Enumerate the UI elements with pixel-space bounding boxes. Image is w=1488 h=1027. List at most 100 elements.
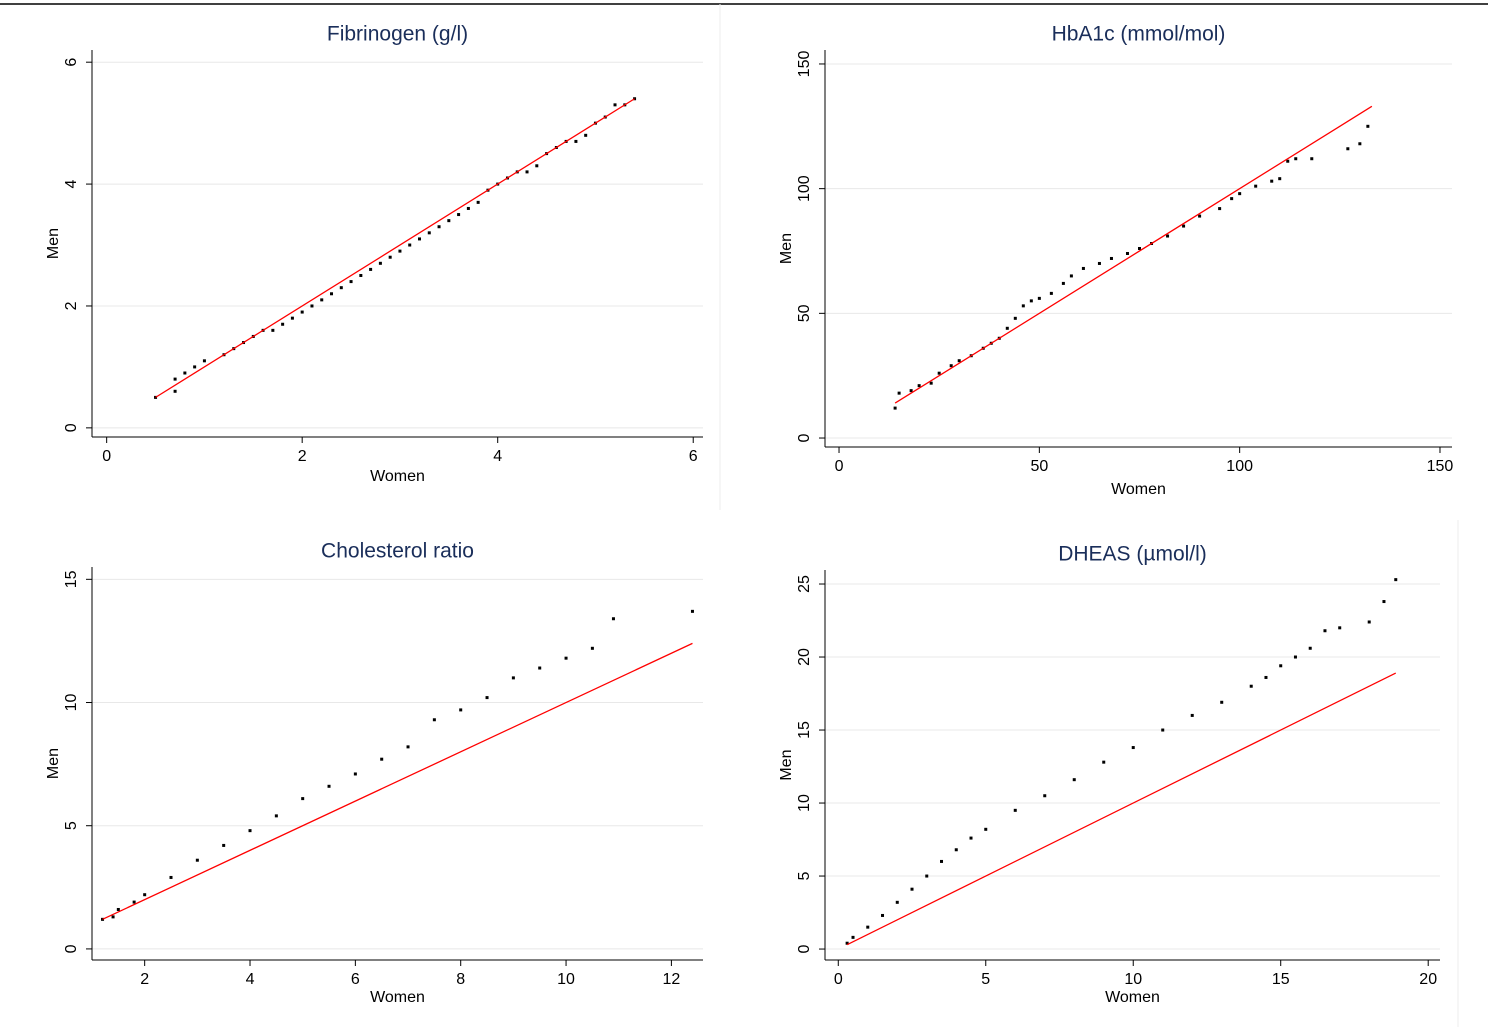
y-tick-label: 15 [796, 721, 813, 739]
point [893, 406, 897, 410]
point [1220, 700, 1224, 704]
x-tick-label: 4 [246, 971, 255, 988]
point [380, 757, 384, 761]
point [1323, 629, 1327, 633]
point [866, 925, 870, 929]
x-axis-label: Women [1111, 481, 1166, 498]
point [1097, 261, 1101, 265]
point [611, 617, 615, 621]
y-tick-label: 150 [796, 51, 813, 78]
point [143, 893, 147, 897]
point [1286, 159, 1290, 163]
point [1138, 247, 1142, 250]
x-tick-label: 0 [834, 971, 843, 988]
point [895, 900, 899, 904]
point [195, 858, 199, 862]
chart-title: Cholesterol ratio [321, 540, 474, 563]
x-tick-label: 10 [557, 971, 575, 988]
point [330, 292, 334, 296]
point [564, 656, 568, 660]
point [173, 377, 177, 381]
point [281, 322, 285, 326]
point [222, 843, 226, 847]
y-tick-label: 10 [63, 694, 80, 712]
point [183, 371, 187, 375]
point [1061, 281, 1065, 285]
x-tick-label: 15 [1272, 971, 1290, 988]
point [301, 797, 305, 801]
chart-title: DHEAS (µmol/l) [1058, 543, 1207, 566]
y-axis-label: Men [45, 228, 62, 259]
point [940, 859, 944, 863]
point [1366, 124, 1370, 128]
point [851, 935, 855, 939]
point [1293, 655, 1297, 659]
point [925, 874, 929, 878]
y-axis-label: Men [778, 233, 795, 264]
x-tick-label: 2 [140, 971, 149, 988]
point [116, 907, 120, 911]
point [1037, 296, 1041, 300]
x-tick-label: 10 [1124, 971, 1142, 988]
point [406, 745, 410, 749]
y-tick-label: 50 [796, 304, 813, 322]
y-tick-label: 0 [63, 423, 80, 432]
y-tick-label: 4 [63, 180, 80, 189]
point [432, 718, 436, 722]
x-tick-label: 6 [351, 971, 360, 988]
point [1310, 157, 1314, 161]
point [1367, 620, 1371, 624]
point [574, 139, 578, 143]
y-tick-label: 5 [796, 871, 813, 880]
y-tick-label: 15 [63, 570, 80, 588]
point [969, 836, 973, 840]
point [327, 784, 331, 788]
point [538, 666, 542, 670]
point [1182, 224, 1186, 228]
point [1005, 326, 1009, 330]
point [349, 280, 353, 284]
y-axis-label: Men [45, 748, 62, 779]
point [320, 298, 324, 302]
y-tick-label: 10 [796, 794, 813, 812]
point [369, 267, 373, 271]
point [417, 237, 421, 241]
point [590, 646, 594, 650]
point [169, 875, 173, 879]
point [202, 359, 206, 363]
y-tick-label: 25 [796, 575, 813, 593]
point [339, 286, 343, 290]
y-axis-label: Men [778, 749, 795, 780]
x-tick-label: 6 [689, 448, 698, 465]
x-tick-label: 150 [1427, 458, 1454, 475]
point [1049, 291, 1053, 295]
point [1270, 179, 1274, 183]
point [1043, 794, 1047, 798]
chart-title: HbA1c (mmol/mol) [1052, 23, 1226, 46]
point [1029, 299, 1033, 303]
x-tick-label: 2 [298, 448, 307, 465]
y-tick-label: 20 [796, 648, 813, 666]
point [613, 103, 617, 107]
point [1254, 184, 1258, 188]
point [1125, 251, 1129, 255]
point [1166, 234, 1170, 238]
x-tick-label: 100 [1226, 458, 1253, 475]
point [957, 359, 961, 363]
point [1308, 646, 1312, 650]
point [937, 371, 941, 375]
point [525, 170, 529, 174]
point [910, 887, 914, 891]
x-axis-label: Women [1105, 989, 1160, 1006]
point [457, 213, 461, 217]
y-tick-label: 0 [63, 944, 80, 953]
point [300, 310, 304, 314]
point [1278, 177, 1282, 181]
point [1264, 675, 1268, 679]
y-tick-label: 2 [63, 301, 80, 310]
point [437, 225, 441, 229]
point [1072, 778, 1076, 782]
point [1218, 207, 1222, 211]
point [1190, 713, 1194, 717]
y-tick-label: 5 [63, 821, 80, 830]
